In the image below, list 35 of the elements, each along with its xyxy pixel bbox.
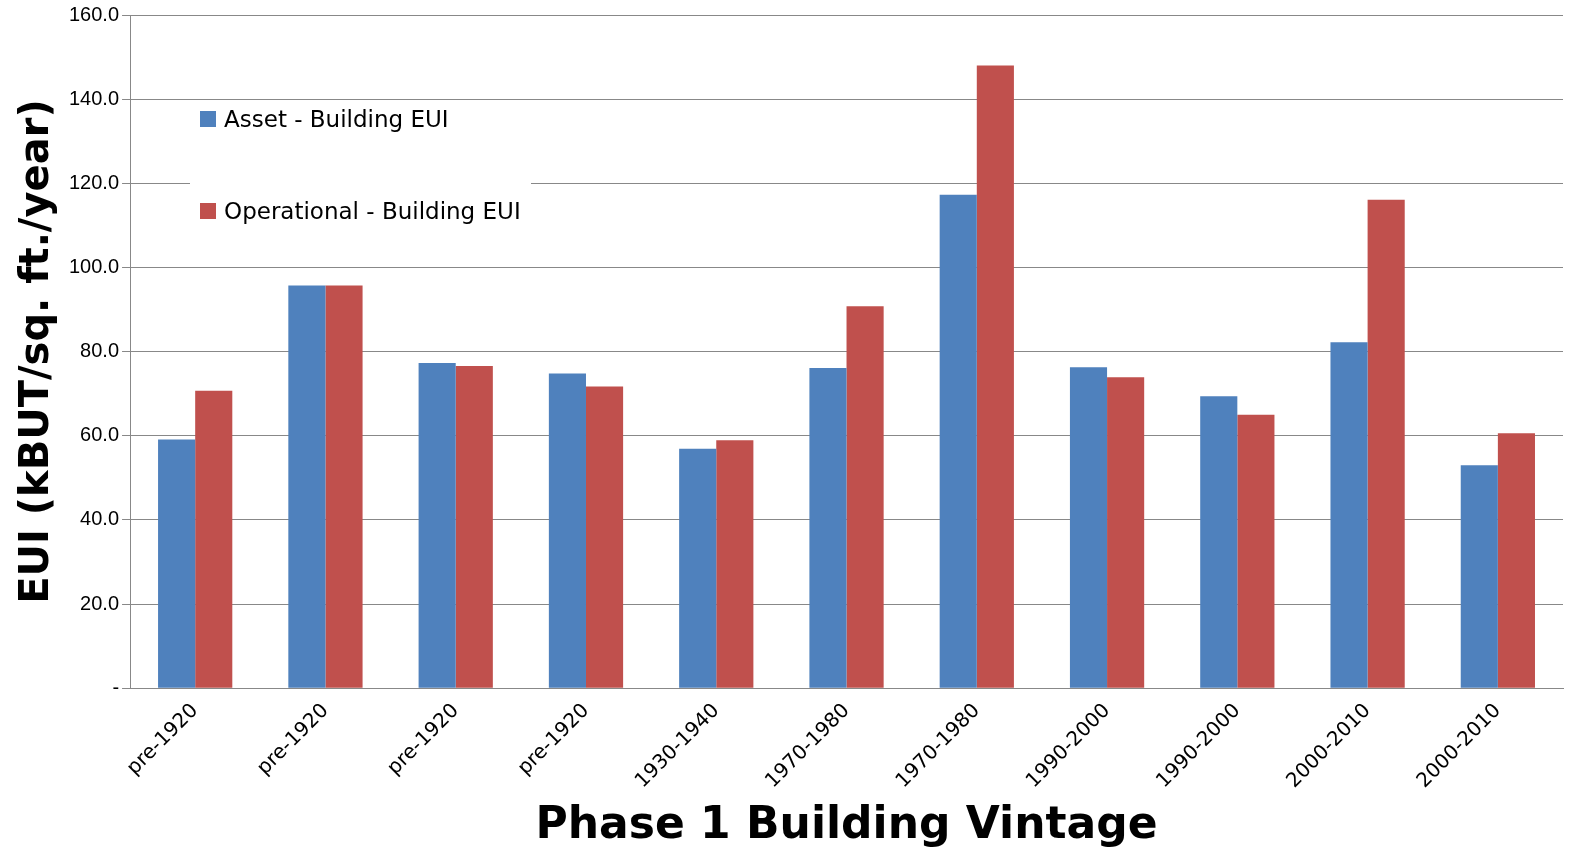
bar <box>1330 342 1368 688</box>
bar <box>976 65 1014 688</box>
bar <box>585 386 624 688</box>
y-tick-label: 140.0 <box>68 86 120 109</box>
bar <box>1107 377 1145 688</box>
bar <box>846 306 884 688</box>
bar <box>1200 396 1238 688</box>
bar <box>1237 414 1275 688</box>
x-axis-title: Phase 1 Building Vintage <box>535 797 1158 849</box>
legend-label: Asset - Building EUI <box>224 106 449 132</box>
bar <box>1497 433 1535 688</box>
bar <box>195 390 233 688</box>
bar <box>418 362 456 688</box>
y-tick-label: 120.0 <box>68 170 120 193</box>
bar <box>455 365 493 688</box>
y-tick-label: - <box>112 675 120 698</box>
y-tick-label: 160.0 <box>68 2 120 25</box>
bar <box>1367 199 1405 688</box>
bar <box>1460 465 1498 688</box>
y-tick-label: 100.0 <box>68 254 120 277</box>
bar <box>809 367 847 688</box>
bar <box>1069 367 1108 688</box>
y-tick-label: 40.0 <box>80 507 120 530</box>
bar <box>288 285 326 688</box>
bar <box>158 439 196 688</box>
y-tick-label: 20.0 <box>80 591 120 614</box>
y-tick-label: 60.0 <box>80 423 120 446</box>
y-axis-title: EUI (kBUT/sq. ft./year) <box>11 99 58 604</box>
bar <box>548 373 586 688</box>
bar <box>939 194 977 688</box>
bar <box>716 440 754 688</box>
bar <box>679 448 717 688</box>
legend-label: Operational - Building EUI <box>224 198 521 224</box>
y-tick-label: 80.0 <box>80 339 120 362</box>
bar <box>325 285 363 688</box>
